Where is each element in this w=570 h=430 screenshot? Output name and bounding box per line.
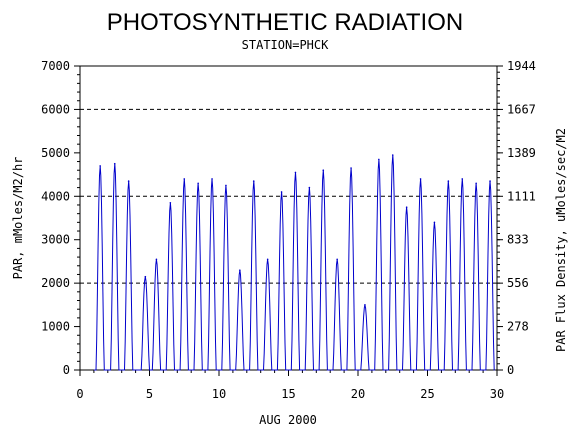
daily-peak-point xyxy=(294,171,297,174)
daily-peak-point xyxy=(169,202,172,204)
x-tick-label: 5 xyxy=(146,387,153,401)
y2-tick-label: 833 xyxy=(507,233,529,247)
y2-tick-label: 1667 xyxy=(507,102,536,116)
daily-peak-point xyxy=(489,180,491,182)
x-axis-label: AUG 2000 xyxy=(259,413,317,427)
daily-peak-point xyxy=(433,221,436,224)
daily-peak-point xyxy=(197,182,199,185)
x-tick-label: 15 xyxy=(281,387,295,401)
y2-tick-label: 556 xyxy=(507,276,529,290)
daily-peak-point xyxy=(350,167,352,169)
daily-peaks xyxy=(99,154,491,306)
x-tick-label: 0 xyxy=(76,387,83,401)
daily-peak-point xyxy=(378,158,380,161)
y2-tick-label: 1944 xyxy=(507,59,536,73)
chart-title: PHOTOSYNTHETIC RADIATION xyxy=(107,9,463,36)
daily-peak-point xyxy=(127,180,130,182)
x-tick-label: 10 xyxy=(212,387,226,401)
y-tick-label: 6000 xyxy=(41,102,70,116)
daily-peak-point xyxy=(391,154,394,156)
x-tick-label: 25 xyxy=(420,387,434,401)
daily-peak-point xyxy=(239,269,241,271)
x-tick-label: 20 xyxy=(351,387,365,401)
daily-peak-point xyxy=(308,186,311,189)
daily-peak-point xyxy=(183,178,186,180)
y-tick-label: 3000 xyxy=(41,233,70,247)
y-tick-label: 1000 xyxy=(41,320,70,334)
daily-peak-point xyxy=(155,258,158,261)
y-tick-label: 7000 xyxy=(41,59,70,73)
daily-peak-point xyxy=(113,162,116,165)
daily-peak-point xyxy=(99,165,101,167)
daily-peak-point xyxy=(322,169,325,172)
y2-tick-label: 1389 xyxy=(507,146,536,160)
y-tick-label: 2000 xyxy=(41,276,70,290)
daily-peak-point xyxy=(211,178,213,180)
y-axis-label: PAR, mMoles/M2/hr xyxy=(11,157,25,280)
daily-peak-point xyxy=(266,258,269,261)
y2-tick-label: 278 xyxy=(507,320,529,334)
daily-peak-point xyxy=(364,304,366,306)
y-tick-label: 0 xyxy=(63,363,70,377)
daily-peak-point xyxy=(144,275,147,278)
right-y-axis: 0 278 556 833 1111 1389 1667 1944 xyxy=(497,59,536,377)
daily-peak-point xyxy=(252,180,255,182)
daily-peak-point xyxy=(475,182,477,185)
daily-peak-point xyxy=(336,258,338,261)
y-tick-label: 4000 xyxy=(41,189,70,203)
x-tick-label: 30 xyxy=(490,387,504,401)
daily-peak-point xyxy=(419,178,422,180)
left-y-axis: 0 1000 2000 3000 4000 5000 6000 7000 xyxy=(41,59,80,377)
daily-peak-point xyxy=(461,178,464,180)
y-tick-label: 5000 xyxy=(41,146,70,160)
daily-peak-point xyxy=(447,180,450,182)
y2-tick-label: 0 xyxy=(507,363,514,377)
daily-peak-point xyxy=(225,184,227,187)
daily-peak-point xyxy=(405,206,408,208)
chart-subtitle: STATION=PHCK xyxy=(242,38,329,52)
y2-axis-label: PAR Flux Density, uMoles/sec/M2 xyxy=(554,128,568,352)
y2-tick-label: 1111 xyxy=(507,189,536,203)
x-axis: 0 5 10 15 20 25 30 xyxy=(76,370,504,401)
reference-lines xyxy=(80,108,497,284)
daily-peak-point xyxy=(280,191,283,193)
par-series-line xyxy=(93,154,495,371)
